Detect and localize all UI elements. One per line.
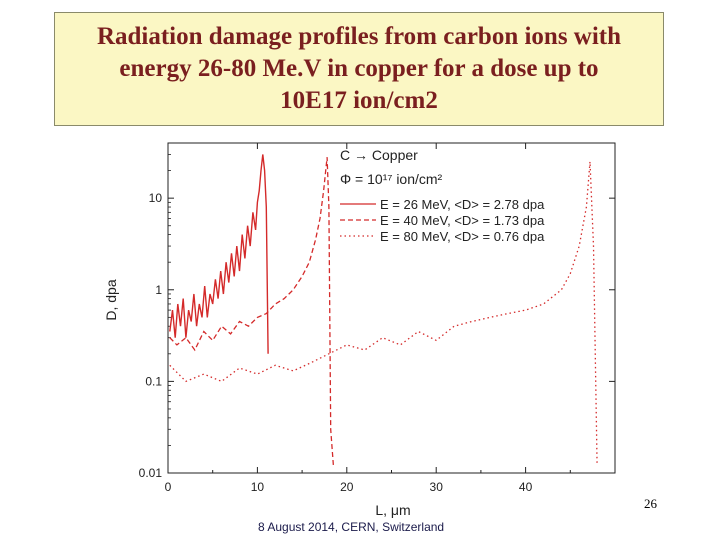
x-tick-label: 0	[165, 480, 172, 494]
legend: C → Copper Φ = 10¹⁷ ion/cm² E = 26 MeV, …	[340, 147, 545, 244]
series-line-3	[169, 161, 598, 466]
annotation-line-2: Φ = 10¹⁷ ion/cm²	[340, 171, 443, 187]
x-tick-label: 30	[430, 480, 444, 494]
plot-frame	[167, 142, 616, 474]
footer-text: 8 August 2014, CERN, Switzerland	[258, 520, 445, 534]
y-tick-label: 0.01	[139, 466, 163, 480]
x-tick-label: 20	[340, 480, 354, 494]
y-axis-label: D, dpa	[103, 279, 119, 320]
y-tick-label: 10	[149, 191, 163, 205]
series-layer	[169, 154, 598, 466]
series-line-1	[169, 154, 269, 354]
title-line-1: Radiation damage profiles from carbon io…	[96, 23, 622, 50]
y-tick-label: 1	[155, 283, 162, 297]
x-axis-label: L, μm	[375, 502, 410, 518]
slide-number: 26	[644, 496, 657, 511]
slide-title-box: Radiation damage profiles from carbon io…	[54, 12, 664, 126]
title-line-2: energy 26-80 Me.V in copper for a dose u…	[119, 55, 599, 82]
annotation-line-1: C → Copper	[340, 147, 418, 163]
legend-label-40mev: E = 40 MeV, <D> = 1.73 dpa	[380, 213, 545, 228]
legend-label-26mev: E = 26 MeV, <D> = 2.78 dpa	[380, 197, 545, 212]
axes-layer: 0 10 20 30 40 0.01 0.1 1 10	[139, 142, 616, 494]
series-line-2	[169, 157, 335, 466]
x-tick-label: 10	[251, 480, 265, 494]
title-line-3: 10E17 ion/cm2	[280, 87, 438, 114]
x-tick-label: 40	[519, 480, 533, 494]
legend-label-80mev: E = 80 MeV, <D> = 0.76 dpa	[380, 229, 545, 244]
y-tick-label: 0.1	[145, 374, 162, 388]
